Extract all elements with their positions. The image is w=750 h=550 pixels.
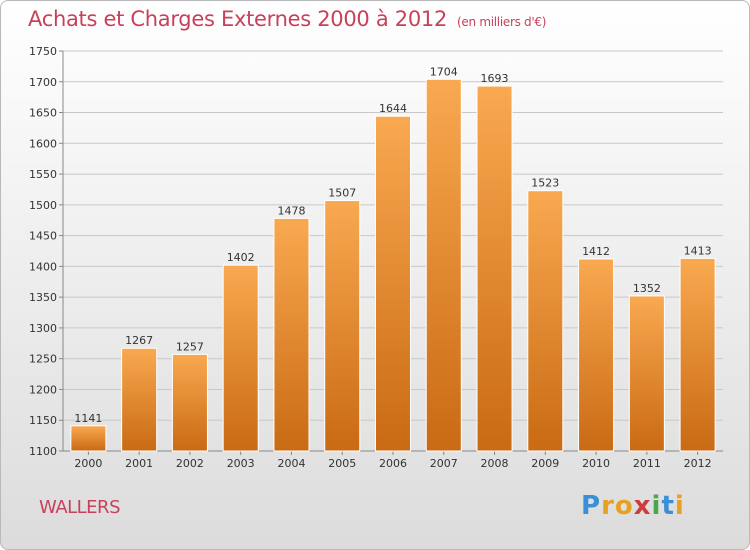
x-tick-label-2009: 2009	[531, 457, 559, 470]
data-label-2004: 1478	[277, 204, 305, 217]
y-tick-label-1650: 1650	[29, 107, 57, 120]
y-tick-label-1150: 1150	[29, 414, 57, 427]
data-label-2006: 1644	[379, 102, 407, 115]
x-tick-label-2003: 2003	[227, 457, 255, 470]
y-tick-label-1250: 1250	[29, 353, 57, 366]
x-tick-label-2005: 2005	[328, 457, 356, 470]
logo-letter-t: t	[661, 491, 675, 521]
y-tick-label-1200: 1200	[29, 383, 57, 396]
data-label-2002: 1257	[176, 340, 204, 353]
x-tick-label-2006: 2006	[379, 457, 407, 470]
x-tick-label-2011: 2011	[633, 457, 661, 470]
y-tick-label-1450: 1450	[29, 230, 57, 243]
proxiti-logo: Proxiti	[581, 491, 685, 521]
y-tick-label-1100: 1100	[29, 445, 57, 458]
x-tick-label-2007: 2007	[430, 457, 458, 470]
logo-letter-o: o	[614, 491, 634, 521]
logo-letter-i2: i	[674, 491, 685, 521]
labels: 1100 1150 1200 1250 1300 1350 1400 1450 1500 1550…	[29, 45, 712, 470]
data-label-2012: 1413	[684, 244, 712, 257]
data-label-2000: 1141	[74, 412, 102, 425]
chart-title-text: Achats et Charges Externes 2000 à 2012	[28, 7, 448, 31]
y-tick-label-1500: 1500	[29, 199, 57, 212]
data-label-2011: 1352	[633, 282, 661, 295]
bar-2008	[476, 85, 513, 452]
logo-letter-r: r	[601, 491, 615, 521]
y-tick-label-1300: 1300	[29, 322, 57, 335]
x-tick-label-2001: 2001	[125, 457, 153, 470]
data-label-2007: 1704	[430, 65, 458, 78]
x-tick-label-2008: 2008	[481, 457, 509, 470]
bar-2010	[578, 258, 615, 452]
bar-2002	[171, 353, 208, 452]
data-label-2010: 1412	[582, 245, 610, 258]
city-name: WALLERS	[39, 497, 121, 518]
data-label-2001: 1267	[125, 334, 153, 347]
chart-subtitle: (en milliers d'€)	[457, 15, 547, 29]
bar-2009	[527, 190, 564, 452]
y-tick-label-1600: 1600	[29, 137, 57, 150]
bar-2012	[679, 257, 716, 452]
bars	[70, 78, 716, 452]
data-label-2005: 1507	[328, 187, 356, 200]
bar-2005	[324, 200, 361, 452]
bar-2007	[425, 78, 462, 452]
bar-2000	[70, 425, 107, 452]
bar-2003	[222, 264, 259, 452]
logo-letter-x: x	[633, 491, 652, 521]
x-tick-label-2012: 2012	[684, 457, 712, 470]
bar-2004	[273, 217, 310, 452]
x-tick-label-2002: 2002	[176, 457, 204, 470]
x-tick-label-2004: 2004	[277, 457, 305, 470]
y-tick-label-1700: 1700	[29, 76, 57, 89]
logo-letter-i1: i	[651, 491, 662, 521]
bar-2011	[628, 295, 665, 452]
x-tick-label-2000: 2000	[74, 457, 102, 470]
bar-2001	[121, 347, 158, 452]
y-tick-label-1750: 1750	[29, 45, 57, 58]
y-tick-label-1550: 1550	[29, 168, 57, 181]
y-tick-label-1350: 1350	[29, 291, 57, 304]
chart-title: Achats et Charges Externes 2000 à 2012 (e…	[28, 7, 546, 31]
logo-letter-p: P	[581, 491, 602, 521]
y-tick-label-1400: 1400	[29, 260, 57, 273]
x-tick-label-2010: 2010	[582, 457, 610, 470]
bar-2006	[374, 115, 412, 452]
data-label-2008: 1693	[481, 72, 509, 85]
data-label-2003: 1402	[227, 251, 255, 264]
data-label-2009: 1523	[531, 177, 559, 190]
